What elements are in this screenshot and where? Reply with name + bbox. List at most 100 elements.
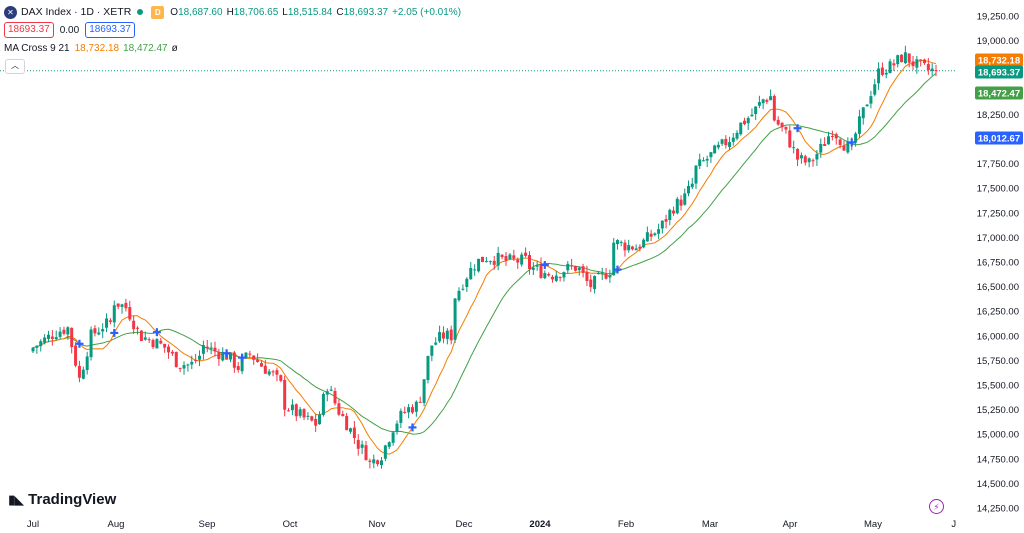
candle-body: [108, 320, 112, 322]
candle-body: [888, 61, 892, 73]
candle-body: [604, 273, 608, 279]
candle-body: [124, 302, 128, 309]
candle-body: [857, 116, 861, 134]
candle-body: [341, 414, 345, 417]
symbol-title[interactable]: DAX Index · 1D · XETR: [21, 6, 132, 18]
candle-body: [54, 337, 58, 340]
candle-body: [163, 343, 167, 348]
sell-price-button[interactable]: 18693.37: [4, 22, 54, 38]
candle-body: [294, 404, 298, 417]
candle-body: [89, 329, 93, 358]
candle-body: [880, 67, 884, 75]
candle-body: [329, 389, 333, 391]
candle-body: [619, 241, 623, 243]
lightning-icon[interactable]: ⚡: [929, 499, 944, 514]
candle-body: [349, 428, 353, 432]
candle-body: [600, 272, 604, 274]
candle-body: [554, 275, 558, 281]
candle-body: [333, 390, 337, 404]
candle-body: [877, 68, 881, 84]
candle-body: [694, 165, 698, 184]
candle-body: [630, 246, 634, 250]
ma-slow-value: 18,472.47: [123, 42, 168, 54]
candle-body: [217, 352, 221, 360]
time-axis-label: Apr: [783, 519, 798, 530]
candle-body: [811, 160, 815, 162]
candle-body: [438, 332, 442, 342]
candle-body: [178, 367, 182, 369]
price-axis-label: 15,000.00: [977, 430, 1019, 441]
candle-body: [302, 409, 306, 418]
candle-body: [74, 345, 78, 366]
ma-fast-value: 18,732.18: [74, 42, 120, 54]
time-axis-label: Mar: [702, 519, 718, 530]
candle-body: [861, 107, 865, 119]
candle-body: [653, 233, 657, 236]
candle-body: [838, 139, 842, 145]
candle-body: [403, 411, 407, 413]
candle-body: [465, 278, 469, 288]
candle-body: [581, 266, 585, 273]
candle-body: [589, 279, 593, 288]
candle-body: [170, 351, 174, 354]
price-tag-bg: [975, 53, 1023, 67]
candle-body: [687, 185, 691, 194]
price-axis[interactable]: 14,250.00 14,500.00 14,750.00 15,000.00 15,2…: [956, 0, 1024, 533]
ma-symbol: ø: [171, 42, 178, 54]
candle-body: [66, 327, 70, 335]
candle-body: [151, 340, 155, 348]
candle-body: [77, 366, 81, 378]
candle-body: [376, 460, 380, 465]
candle-body: [492, 260, 496, 265]
candle-body: [283, 379, 287, 410]
candle-body: [593, 275, 597, 290]
candle-body: [143, 337, 147, 340]
price-axis-label: 16,500.00: [977, 282, 1019, 293]
price-axis-label: 17,000.00: [977, 233, 1019, 244]
candle-body: [201, 345, 205, 354]
indicator-name[interactable]: MA Cross 9 21: [4, 42, 70, 54]
candle-body: [155, 339, 159, 349]
time-axis-label: Sep: [199, 519, 216, 530]
candle-body: [469, 267, 473, 280]
price-tag-bg: [975, 86, 1023, 100]
candle-body: [399, 410, 403, 423]
candle-body: [679, 199, 683, 206]
ma-cross-markers: [75, 124, 856, 432]
candle-body: [830, 135, 834, 137]
candle-body: [698, 159, 702, 167]
candle-body: [477, 258, 481, 272]
indicator-legend-row[interactable]: MA Cross 9 21 18,732.18 18,472.47 ø: [4, 41, 178, 55]
candle-body: [585, 271, 589, 282]
candle-body: [799, 155, 803, 159]
candle-body: [675, 198, 679, 214]
buy-price-button[interactable]: 18693.37: [85, 22, 135, 38]
candle-body: [683, 193, 687, 205]
candle-body: [271, 371, 275, 373]
chevron-up-icon[interactable]: ︿: [5, 59, 25, 74]
candle-body: [39, 341, 43, 347]
candle-body: [642, 239, 646, 248]
candle-body: [256, 359, 260, 362]
candle-body: [441, 332, 445, 339]
candle-body: [287, 410, 291, 412]
candle-body: [716, 144, 720, 148]
candle-body: [896, 55, 900, 65]
x-axis: JulAugSepOctNovDec2024FebMarAprMayJun: [27, 519, 967, 530]
candle-body: [823, 143, 827, 146]
time-axis-label: Jul: [27, 519, 39, 530]
price-tag-label: 18,012.67: [978, 133, 1020, 144]
tradingview-logo[interactable]: ▮◣ TradingView: [8, 491, 116, 508]
candle-body: [672, 210, 676, 214]
candle-body: [884, 72, 888, 75]
delayed-data-badge[interactable]: D: [151, 5, 165, 19]
candle-body: [314, 418, 318, 426]
candle-body: [543, 273, 547, 279]
candle-body: [701, 160, 705, 162]
candle-body: [664, 219, 668, 222]
candle-body: [627, 245, 631, 251]
candle-body: [368, 460, 372, 462]
candle-body: [516, 259, 520, 263]
candle-body: [35, 345, 39, 348]
